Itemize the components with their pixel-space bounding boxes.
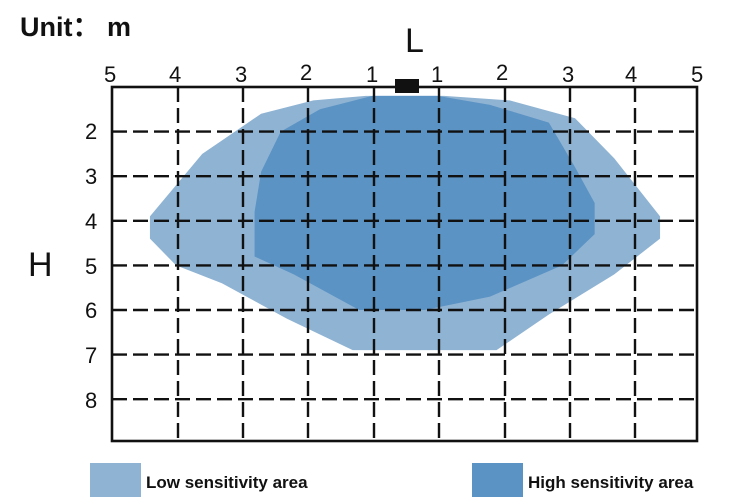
left-tick-label: 8 [85, 388, 97, 413]
left-tick-label: 7 [85, 343, 97, 368]
top-tick-label: 2 [300, 60, 312, 85]
distance-grid [110, 85, 699, 443]
top-tick-label: 4 [169, 62, 181, 87]
low-sensitivity-swatch [90, 463, 141, 497]
low-sensitivity-label: Low sensitivity area [146, 473, 308, 492]
top-tick-label: 5 [691, 62, 703, 87]
top-tick-label: 5 [104, 62, 116, 87]
top-tick-label: 2 [496, 60, 508, 85]
top-distance-ticks: 5 4 3 2 1 1 2 3 4 5 [104, 60, 703, 87]
top-tick-label: 3 [562, 62, 574, 87]
left-tick-label: 2 [85, 119, 97, 144]
horizontal-axis-letter: L [405, 22, 424, 60]
left-tick-label: 6 [85, 298, 97, 323]
top-tick-label: 1 [366, 62, 378, 87]
left-tick-label: 4 [85, 209, 97, 234]
top-tick-label: 1 [431, 62, 443, 87]
left-tick-label: 3 [85, 164, 97, 189]
left-tick-label: 5 [85, 254, 97, 279]
high-sensitivity-zone [254, 95, 595, 310]
high-sensitivity-label: High sensitivity area [528, 473, 694, 492]
left-distance-ticks: 2 3 4 5 6 7 8 [85, 119, 97, 413]
top-tick-label: 4 [625, 62, 637, 87]
legend: Low sensitivity area High sensitivity ar… [90, 463, 694, 497]
unit-label: Unit： m [20, 12, 131, 42]
high-sensitivity-swatch [472, 463, 523, 497]
sensor-block [395, 79, 419, 93]
top-tick-label: 3 [235, 62, 247, 87]
vertical-axis-letter: H [28, 246, 53, 284]
